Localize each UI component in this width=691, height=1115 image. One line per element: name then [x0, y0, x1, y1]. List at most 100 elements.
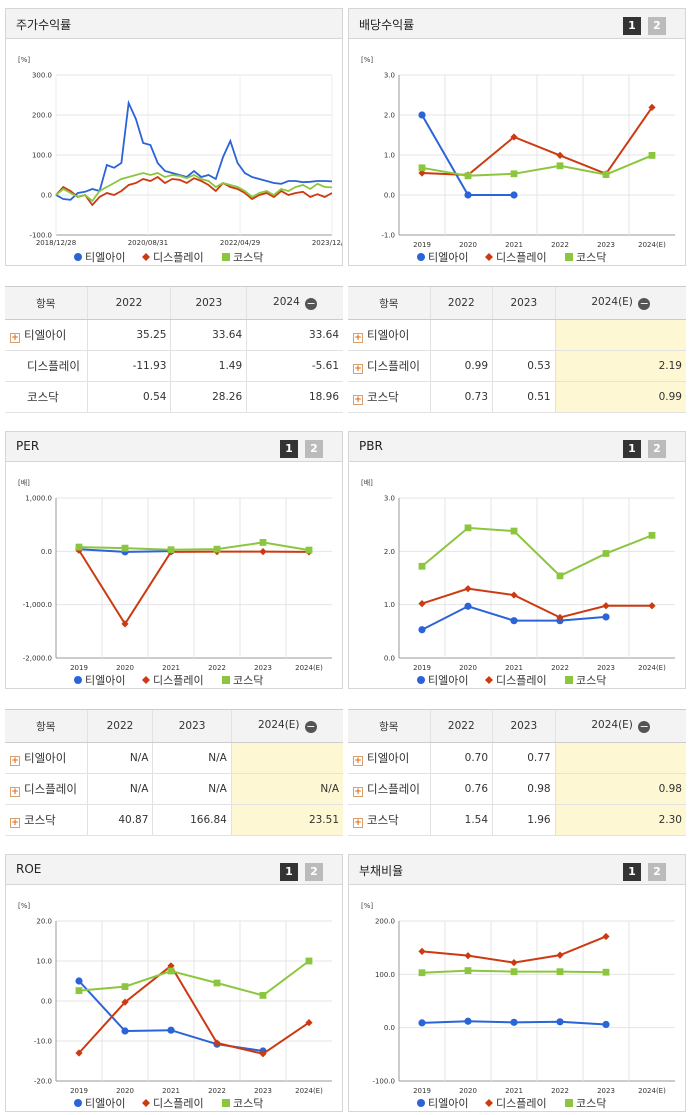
legend-marker-kosdaq [222, 676, 230, 684]
x-tick-label: 2019 [413, 1087, 431, 1095]
data-point [121, 544, 129, 552]
data-point [305, 1019, 313, 1027]
data-point [121, 1027, 129, 1035]
page-2-button[interactable]: 2 [305, 440, 323, 458]
axis-unit-label: [배] [18, 478, 30, 487]
row-name: 티엘아이 [24, 751, 67, 765]
y-tick-label: 0.0 [384, 655, 395, 663]
collapse-icon[interactable]: − [304, 720, 317, 733]
data-point [464, 602, 472, 610]
expand-icon[interactable]: + [353, 787, 363, 797]
page-1-button[interactable]: 1 [623, 17, 641, 35]
table-cell [429, 319, 493, 351]
page-1-button[interactable]: 1 [280, 863, 298, 881]
page-1-button[interactable]: 1 [623, 863, 641, 881]
axis-unit-label: [%] [18, 902, 30, 910]
expand-icon[interactable]: + [353, 756, 363, 766]
table-row: + 디스플레이 N/A N/A N/A [5, 773, 343, 805]
x-tick-label: 2021 [505, 664, 523, 672]
data-point [602, 171, 610, 178]
row-label: 코스닥 [5, 381, 87, 413]
x-tick-label: 2020 [116, 664, 134, 672]
data-point [464, 952, 472, 960]
expand-icon[interactable]: + [10, 818, 20, 828]
y-tick-label: 1.0 [384, 601, 395, 609]
row-name: 디스플레이 [24, 782, 77, 796]
dividend-yield-table: 항목 2022 2023 2024(E) − + 티엘아이 + 디스플레이 0.99… [348, 286, 686, 413]
legend-label: 디스플레이 [153, 674, 204, 687]
table-row: + 티엘아이 [348, 319, 686, 351]
row-name: 티엘아이 [367, 328, 410, 342]
table-cell: 0.98 [554, 773, 686, 805]
table-cell [492, 319, 556, 351]
x-tick-label: 2020/08/31 [128, 239, 168, 247]
page-2-button[interactable]: 2 [648, 17, 666, 35]
legend-marker-tl [417, 253, 425, 261]
collapse-icon[interactable]: − [638, 720, 651, 733]
data-point [602, 968, 610, 976]
expand-icon[interactable]: + [353, 818, 363, 828]
col-header-label: 2024(E) [591, 296, 633, 308]
data-point [464, 967, 472, 974]
col-header: 2023 [152, 709, 232, 743]
row-name: 코스닥 [367, 390, 399, 404]
expand-icon[interactable]: + [353, 364, 363, 374]
col-header-label: 2024 [273, 296, 300, 308]
table-header-row: 항목 2022 2023 2024(E) − [348, 286, 686, 320]
legend-marker-tl [74, 253, 82, 261]
col-header: 2024(E) − [554, 286, 686, 320]
table-cell: 35.25 [86, 319, 171, 351]
roe-chart: [%] 20.0 10.0 0.0 -10.0 -20.0 2019 2020 2021 2022… [18, 902, 332, 1110]
expand-icon[interactable]: + [10, 333, 20, 343]
dividend-yield-chart: [%] 3.0 2.0 1.0 0.0 -1.0 2019 2020 2021 2022 2023 2… [361, 56, 675, 264]
legend-label: 코스닥 [233, 251, 263, 264]
x-tick-label: 2020 [459, 664, 477, 672]
axis-unit-label: [%] [361, 56, 373, 64]
legend-marker-tl [74, 1099, 82, 1107]
row-name: 티엘아이 [24, 328, 67, 342]
page-2-button[interactable]: 2 [305, 863, 323, 881]
x-tick-label: 2023 [254, 1087, 272, 1095]
expand-icon[interactable]: + [353, 333, 363, 343]
data-point [556, 151, 564, 159]
pbr-table: 항목 2022 2023 2024(E) − + 티엘아이 0.70 0.77 +… [348, 709, 686, 836]
page-1-button[interactable]: 1 [623, 440, 641, 458]
y-tick-label: 100.0 [32, 152, 52, 160]
col-header-label: 2024(E) [257, 719, 300, 731]
panel-header: ROE 1 2 [6, 855, 342, 885]
legend-label: 코스닥 [233, 1097, 263, 1110]
row-name: 코스닥 [24, 813, 56, 827]
table-cell: 40.87 [86, 804, 153, 836]
expand-icon[interactable]: + [353, 395, 363, 405]
collapse-icon[interactable]: − [638, 297, 651, 310]
legend-label: 티엘아이 [85, 251, 125, 264]
col-header: 2023 [492, 709, 556, 743]
table-cell: 33.64 [246, 319, 343, 351]
table-row: 디스플레이 -11.93 1.49 -5.61 [5, 350, 343, 382]
y-tick-label: 20.0 [36, 918, 52, 926]
roe-panel: ROE 1 2 [%] 20.0 10.0 0.0 -10.0 -20.0 2019 2020… [5, 854, 343, 1112]
expand-icon[interactable]: + [10, 756, 20, 766]
legend-label: 티엘아이 [428, 251, 468, 264]
y-tick-label: 100.0 [375, 971, 395, 979]
data-point [602, 550, 610, 557]
table-cell [554, 742, 686, 774]
page-2-button[interactable]: 2 [648, 440, 666, 458]
col-header: 항목 [348, 709, 430, 743]
legend-marker-display [142, 1099, 150, 1107]
legend-label: 코스닥 [576, 674, 606, 687]
collapse-icon[interactable]: − [305, 297, 318, 310]
table-header-row: 항목 2022 2023 2024(E) − [5, 709, 343, 743]
y-tick-label: -100.0 [29, 232, 52, 240]
data-point [648, 103, 656, 111]
data-point [418, 626, 426, 634]
page-1-button[interactable]: 1 [280, 440, 298, 458]
data-point [418, 947, 426, 955]
page-2-button[interactable]: 2 [648, 863, 666, 881]
expand-icon[interactable]: + [10, 787, 20, 797]
x-tick-label: 2023 [597, 664, 615, 672]
legend-marker-tl [74, 676, 82, 684]
panel-title: PER [16, 439, 40, 453]
legend-marker-tl [417, 1099, 425, 1107]
panel-header: 주가수익률 [6, 9, 342, 39]
